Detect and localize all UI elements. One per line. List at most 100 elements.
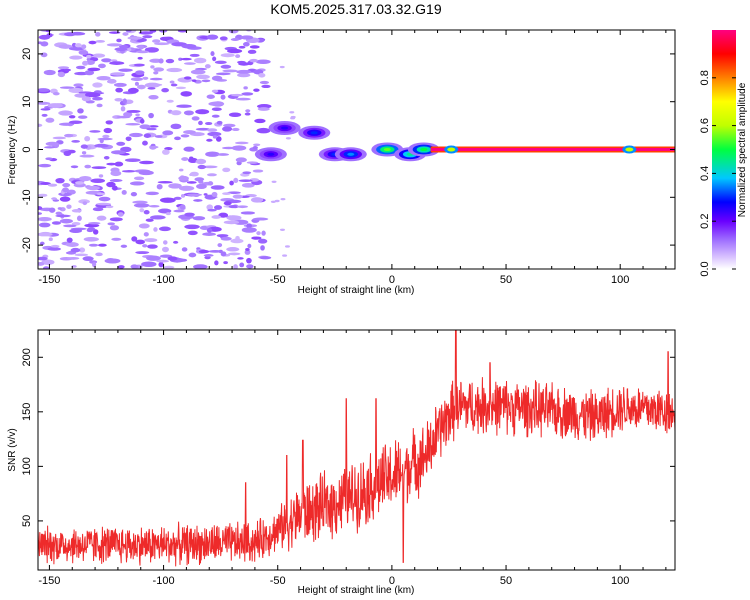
- spectrogram-noise-speckle: [193, 199, 203, 202]
- spectrogram-noise-speckle: [258, 238, 268, 244]
- spectrogram-noise-speckle: [212, 56, 217, 62]
- spectrogram-noise-speckle: [235, 54, 241, 59]
- spectrogram-noise-speckle: [207, 181, 214, 186]
- spectrogram-noise-speckle: [230, 38, 240, 41]
- snr-plot-area: [38, 330, 675, 570]
- spectrogram-noise-speckle: [38, 34, 51, 40]
- spectrogram-noise-speckle: [206, 173, 217, 177]
- spectrogram-noise-speckle: [207, 128, 218, 132]
- spectrogram-noise-speckle: [45, 157, 53, 161]
- spectrogram-noise-speckle: [256, 104, 272, 109]
- spectrogram-noise-speckle: [173, 196, 182, 200]
- spectrogram-noise-speckle: [147, 244, 158, 249]
- spectrogram-noise-speckle: [159, 197, 176, 203]
- spectrogram-noise-speckle: [40, 52, 48, 58]
- spectrogram-y-tick-label: -10: [21, 189, 33, 205]
- spectrogram-noise-speckle: [206, 204, 214, 210]
- spectrogram-noise-speckle: [68, 46, 85, 51]
- spectrogram-noise-speckle: [167, 256, 178, 261]
- spectrogram-noise-speckle: [260, 245, 265, 251]
- spectrogram-noise-speckle: [246, 257, 252, 264]
- spectrogram-noise-speckle: [212, 135, 218, 139]
- spectrogram-noise-speckle: [173, 209, 185, 213]
- spectrogram-noise-speckle: [175, 86, 187, 90]
- spectrogram-noise-speckle: [43, 69, 56, 76]
- spectrogram-noise-speckle: [220, 53, 235, 58]
- spectrogram-noise-speckle: [38, 222, 51, 228]
- spectrogram-noise-speckle: [69, 228, 83, 233]
- spectrogram-x-tick-label: -50: [270, 274, 286, 286]
- spectrogram-noise-speckle: [130, 77, 143, 82]
- spectrogram-x-axis-label: Height of straight line (km): [298, 285, 415, 296]
- spectrogram-noise-speckle: [251, 236, 262, 240]
- spectrogram-noise-speckle: [190, 69, 206, 75]
- spectrogram-noise-speckle: [194, 177, 205, 182]
- spectrogram-noise-speckle: [228, 30, 239, 34]
- spectrogram-noise-speckle: [173, 240, 179, 244]
- spectrogram-noise-speckle: [259, 256, 272, 260]
- spectrogram-noise-speckle: [223, 123, 236, 128]
- spectrogram-noise-speckle: [198, 249, 210, 254]
- spectrogram-noise-speckle: [258, 72, 266, 78]
- spectrogram-noise-speckle: [222, 167, 231, 173]
- spectrogram-noise-speckle: [178, 185, 195, 191]
- spectrogram-y-tick-label: 0: [21, 146, 33, 152]
- spectrogram-noise-speckle: [40, 182, 51, 185]
- spectrogram-noise-speckle: [118, 68, 133, 72]
- spectrogram-noise-speckle: [233, 177, 239, 184]
- spectrogram-noise-speckle: [261, 84, 271, 89]
- spectrogram-noise-speckle: [235, 97, 251, 101]
- spectrogram-noise-speckle: [250, 197, 264, 203]
- spectrogram-noise-speckle: [86, 54, 92, 59]
- spectrogram-noise-speckle: [178, 57, 183, 61]
- spectrogram-noise-speckle: [271, 180, 277, 183]
- spectrogram-noise-speckle: [187, 230, 198, 236]
- spectrogram-noise-speckle: [45, 141, 59, 146]
- spectrogram-noise-speckle: [52, 136, 67, 140]
- spectrogram-noise-speckle: [208, 101, 225, 107]
- spectrogram-noise-speckle: [142, 76, 149, 80]
- spectrogram-noise-speckle: [62, 183, 71, 188]
- spectrogram-noise-speckle: [71, 208, 82, 213]
- spectrogram-noise-speckle: [244, 112, 251, 116]
- spectrogram-noise-speckle: [98, 174, 104, 178]
- spectrogram-noise-speckle: [222, 69, 238, 73]
- spectrogram-noise-speckle: [69, 55, 83, 60]
- spectrogram-noise-speckle: [244, 249, 251, 255]
- spectrogram-noise-speckle: [123, 111, 133, 118]
- spectrogram-noise-speckle: [222, 126, 233, 132]
- spectrogram-noise-speckle: [122, 98, 127, 104]
- spectrogram-noise-speckle: [74, 181, 85, 185]
- spectrogram-noise-speckle: [89, 130, 101, 133]
- spectrogram-noise-speckle: [180, 57, 192, 61]
- spectrogram-noise-speckle: [41, 113, 48, 117]
- spectrogram-noise-speckle: [106, 162, 117, 166]
- spectrogram-noise-speckle: [246, 264, 254, 269]
- spectrogram-noise-speckle: [101, 58, 112, 63]
- spectrogram-noise-speckle: [65, 242, 79, 247]
- spectrogram-noise-speckle: [138, 223, 150, 229]
- spectrogram-signal-blob: [420, 147, 428, 152]
- spectrogram-noise-speckle: [122, 32, 129, 36]
- spectrogram-noise-speckle: [229, 180, 234, 186]
- spectrogram-noise-speckle: [45, 117, 55, 123]
- spectrogram-noise-speckle: [110, 170, 122, 177]
- spectrogram-noise-speckle: [179, 204, 186, 210]
- spectrogram-noise-speckle: [114, 47, 128, 51]
- spectrogram-noise-speckle: [88, 222, 101, 225]
- spectrogram-noise-speckle: [138, 31, 154, 35]
- spectrogram-noise-speckle: [66, 237, 73, 243]
- spectrogram-noise-speckle: [231, 127, 240, 132]
- spectrogram-noise-speckle: [180, 134, 190, 138]
- spectrogram-noise-speckle: [162, 130, 174, 136]
- spectrogram-noise-speckle: [77, 108, 84, 114]
- spectrogram-noise-speckle: [247, 49, 257, 54]
- spectrogram-noise-speckle: [113, 82, 127, 87]
- spectrogram-noise-speckle: [109, 179, 123, 182]
- spectrogram-noise-speckle: [131, 236, 138, 242]
- spectrogram-noise-speckle: [211, 75, 223, 81]
- spectrogram-noise-speckle: [240, 35, 254, 40]
- spectrogram-noise-speckle: [38, 256, 48, 261]
- snr-series-line: [38, 330, 675, 567]
- spectrogram-noise-speckle: [165, 212, 171, 216]
